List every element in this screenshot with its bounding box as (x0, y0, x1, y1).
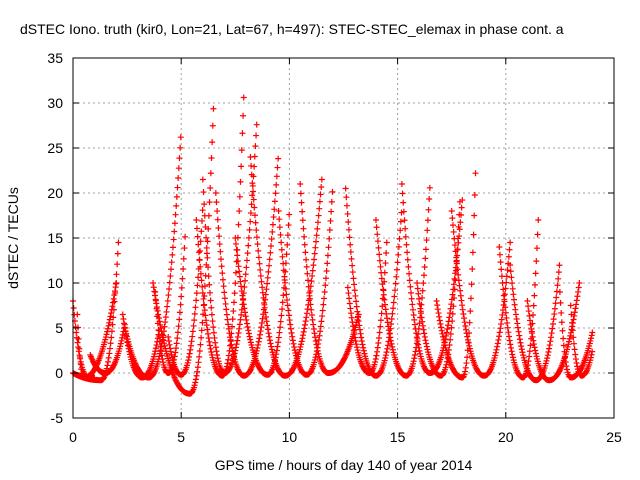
chart-title: dSTEC Iono. truth (kir0, Lon=21, Lat=67,… (20, 21, 564, 37)
y-tick-label: 30 (47, 95, 63, 111)
y-tick-label: 35 (47, 50, 63, 66)
x-tick-label: 5 (177, 429, 185, 445)
y-tick-label: 0 (55, 365, 63, 381)
series-markers (70, 94, 596, 397)
data-points (70, 94, 596, 397)
y-axis-label: dSTEC / TECUs (5, 187, 21, 289)
y-tick-label: 25 (47, 140, 63, 156)
x-tick-label: 10 (282, 429, 298, 445)
y-tick-label: 20 (47, 185, 63, 201)
x-tick-label: 25 (606, 429, 622, 445)
x-tick-label: 20 (498, 429, 514, 445)
x-axis-label: GPS time / hours of day 140 of year 2014 (215, 457, 473, 473)
y-axis: -5 0 5 10 15 20 25 30 35 (47, 50, 614, 426)
y-tick-label: 10 (47, 275, 63, 291)
y-tick-label: 5 (55, 320, 63, 336)
x-tick-label: 15 (390, 429, 406, 445)
y-tick-label: 15 (47, 230, 63, 246)
x-axis: 0 5 10 15 20 25 (69, 58, 622, 445)
x-tick-label: 0 (69, 429, 77, 445)
y-tick-label: -5 (51, 410, 64, 426)
